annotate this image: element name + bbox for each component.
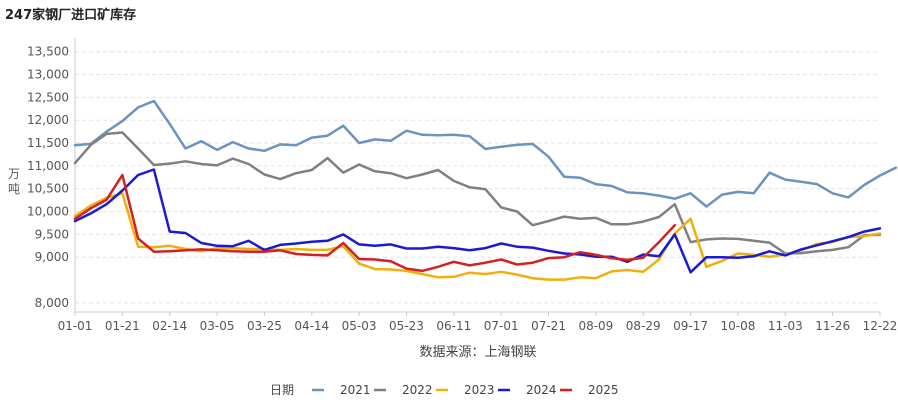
x-tick-label: 06-11 [436,319,471,333]
series-lines [73,99,898,281]
y-tick-label: 13,500 [27,45,69,59]
x-tick-label: 12-22 [863,319,898,333]
x-tick-label: 01-21 [105,319,140,333]
y-tick-label: 11,000 [27,159,69,173]
legend-label-2024: 2024 [526,383,557,397]
legend-title: 日期 [270,383,294,397]
y-tick-label: 13,000 [27,68,69,82]
y-tick-label: 9,000 [35,250,69,264]
x-tick-label: 05-23 [389,319,424,333]
series-line-2025 [73,173,677,273]
x-tick-label: 09-17 [673,319,708,333]
x-tick-label: 07-01 [484,319,519,333]
y-tick-label: 10,500 [27,182,69,196]
series-line-2023 [73,192,882,281]
legend-label-2022: 2022 [402,383,433,397]
x-tick-label: 08-29 [626,319,661,333]
series-line-2024 [73,168,882,274]
y-tick-label: 11,500 [27,136,69,150]
legend-label-2023: 2023 [464,383,495,397]
y-axis: 8,000 9,000 9,500 10,000 10,500 11,000 11,500 1… [27,38,76,312]
y-axis-label: 万吨 [8,167,20,196]
y-tick-label: 10,000 [27,205,69,219]
series-line-2021 [73,99,898,208]
y-tick-label: 12,500 [27,90,69,104]
legend: 日期 2021 2022 2023 2024 2025 [270,383,619,397]
y-tick-label: 8,000 [35,296,69,310]
x-tick-label: 08-09 [578,319,613,333]
y-tick-label: 12,000 [27,113,69,127]
y-tick-label: 9,500 [35,227,69,241]
x-axis: 01-01 01-21 02-14 03-05 03-25 04-14 05-03 05-23… [58,311,898,333]
x-tick-label: 05-03 [342,319,377,333]
x-tick-label: 10-08 [721,319,756,333]
x-tick-label: 11-03 [768,319,803,333]
x-tick-label: 01-01 [58,319,93,333]
chart-title: 247家钢厂进口矿库存 [5,8,137,23]
legend-label-2021: 2021 [340,383,371,397]
source-note: 数据来源：上海钢联 [419,345,536,360]
x-tick-label: 03-05 [200,319,235,333]
legend-label-2025: 2025 [588,383,619,397]
series-line-2022 [73,131,882,255]
x-tick-label: 02-14 [152,319,187,333]
x-tick-label: 07-21 [531,319,566,333]
x-tick-label: 04-14 [294,319,329,333]
x-tick-label: 03-25 [247,319,282,333]
x-tick-label: 11-26 [815,319,850,333]
